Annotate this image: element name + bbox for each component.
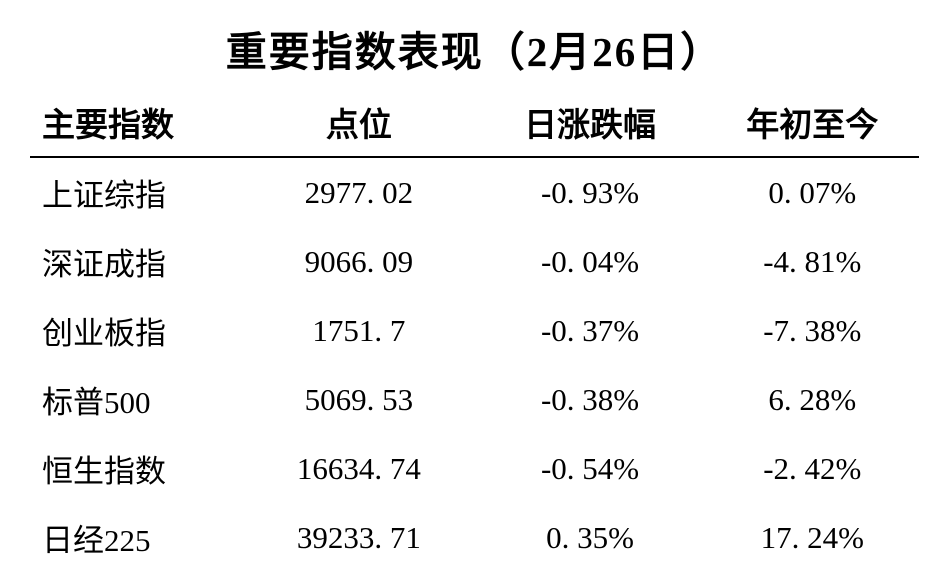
- cell-index-name: 标普500: [30, 365, 243, 434]
- table-header-row: 主要指数 点位 日涨跌幅 年初至今: [30, 90, 919, 157]
- cell-value: 1751. 7: [243, 296, 474, 365]
- table-row: 恒生指数 16634. 74 -0. 54% -2. 42%: [30, 434, 919, 503]
- cell-value: 39233. 71: [243, 503, 474, 572]
- cell-index-name: 深证成指: [30, 227, 243, 296]
- cell-ytd: 0. 07%: [706, 157, 919, 227]
- cell-index-name: 上证综指: [30, 157, 243, 227]
- table-row: 标普500 5069. 53 -0. 38% 6. 28%: [30, 365, 919, 434]
- table-row: 创业板指 1751. 7 -0. 37% -7. 38%: [30, 296, 919, 365]
- col-header-ytd: 年初至今: [706, 90, 919, 157]
- table-row: 深证成指 9066. 09 -0. 04% -4. 81%: [30, 227, 919, 296]
- cell-daily: -0. 04%: [474, 227, 705, 296]
- cell-daily: -0. 54%: [474, 434, 705, 503]
- cell-value: 5069. 53: [243, 365, 474, 434]
- cell-ytd: -4. 81%: [706, 227, 919, 296]
- cell-ytd: 17. 24%: [706, 503, 919, 572]
- cell-daily: 0. 35%: [474, 503, 705, 572]
- cell-ytd: 6. 28%: [706, 365, 919, 434]
- cell-daily: -0. 93%: [474, 157, 705, 227]
- cell-index-name: 创业板指: [30, 296, 243, 365]
- cell-index-name: 恒生指数: [30, 434, 243, 503]
- cell-ytd: -2. 42%: [706, 434, 919, 503]
- cell-ytd: -7. 38%: [706, 296, 919, 365]
- col-header-index: 主要指数: [30, 90, 243, 157]
- cell-daily: -0. 37%: [474, 296, 705, 365]
- cell-index-name: 日经225: [30, 503, 243, 572]
- cell-daily: -0. 38%: [474, 365, 705, 434]
- cell-value: 2977. 02: [243, 157, 474, 227]
- col-header-daily: 日涨跌幅: [474, 90, 705, 157]
- col-header-value: 点位: [243, 90, 474, 157]
- page-title: 重要指数表现（2月26日）: [30, 18, 919, 78]
- cell-value: 16634. 74: [243, 434, 474, 503]
- table-row: 上证综指 2977. 02 -0. 93% 0. 07%: [30, 157, 919, 227]
- table-row: 日经225 39233. 71 0. 35% 17. 24%: [30, 503, 919, 572]
- cell-value: 9066. 09: [243, 227, 474, 296]
